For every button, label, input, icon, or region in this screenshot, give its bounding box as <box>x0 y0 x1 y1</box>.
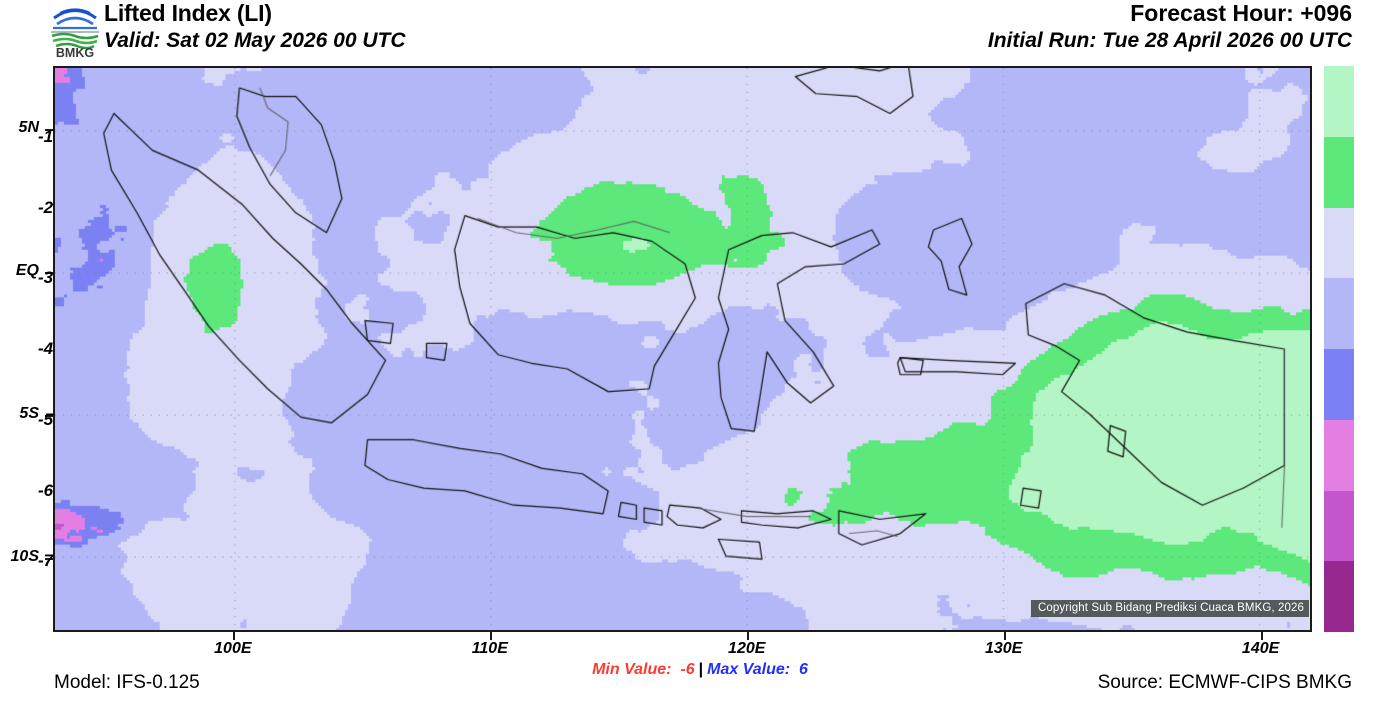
colorbar-band <box>1324 66 1354 137</box>
y-axis-label: 5S <box>19 404 39 422</box>
colorbar-tick-label: -6 <box>38 480 54 500</box>
min-max-values: Min Value: -6 | Max Value: 6 <box>0 661 1400 679</box>
bmkg-logo: BMKG <box>44 1 106 59</box>
colorbar-band <box>1324 136 1354 208</box>
colorbar-band <box>1324 207 1354 279</box>
colorbar-tick-label: -3 <box>38 268 54 288</box>
colorbar-band <box>1324 278 1354 349</box>
colorbar-tick-label: -2 <box>38 197 54 217</box>
min-value-text: Min Value: <box>592 661 672 678</box>
min-value-label: Min Value: -6 <box>592 661 695 678</box>
colorbar-band <box>1324 561 1354 632</box>
initial-run-label: Initial Run: Tue 28 April 2026 00 UTC <box>987 29 1352 52</box>
svg-text:BMKG: BMKG <box>56 46 94 59</box>
copyright-watermark: Copyright Sub Bidang Prediksi Cuaca BMKG… <box>1030 600 1309 617</box>
lifted-index-heatmap <box>55 68 1310 630</box>
colorbar-band <box>1324 349 1354 420</box>
y-axis-tick <box>45 271 53 274</box>
x-axis-label: 110E <box>471 640 508 657</box>
max-value-label: Max Value: 6 <box>707 661 808 678</box>
y-axis-label: 10S <box>10 547 39 565</box>
valid-time-label: Valid: Sat 02 May 2026 00 UTC <box>104 29 406 52</box>
x-axis-tick <box>1260 632 1263 640</box>
forecast-hour-label: Forecast Hour: +096 <box>1130 0 1352 26</box>
max-value-number: 6 <box>799 661 808 678</box>
colorbar-tick-label: -7 <box>38 551 54 571</box>
model-label: Model: IFS-0.125 <box>54 672 200 693</box>
x-axis-label: 140E <box>1241 640 1280 657</box>
x-axis-tick <box>1003 632 1006 640</box>
x-axis-tick <box>232 632 235 640</box>
x-axis-label: 120E <box>728 640 766 657</box>
colorbar-band <box>1324 490 1354 562</box>
colorbar-tick-label: -1 <box>38 126 54 146</box>
min-value-number: -6 <box>680 661 695 678</box>
x-axis-tick <box>746 632 749 640</box>
minmax-separator: | <box>698 661 704 678</box>
source-label: Source: ECMWF-CIPS BMKG <box>1097 672 1352 693</box>
x-axis-label: 130E <box>984 640 1023 657</box>
colorbar <box>1324 66 1354 632</box>
x-axis-label: 100E <box>214 640 252 657</box>
colorbar-band <box>1324 419 1354 491</box>
x-axis-tick <box>489 632 492 640</box>
y-axis-tick <box>45 557 53 560</box>
y-axis-label: 5N <box>18 118 39 136</box>
y-axis-tick <box>45 128 53 131</box>
y-axis-tick <box>45 414 53 417</box>
y-axis-label: EQ <box>15 261 39 279</box>
map-plot-area: Copyright Sub Bidang Prediksi Cuaca BMKG… <box>53 66 1312 632</box>
max-value-text: Max Value: <box>707 661 791 678</box>
header: BMKG Lifted Index (LI) Valid: Sat 02 May… <box>0 0 1400 60</box>
colorbar-tick-label: -4 <box>38 339 54 358</box>
colorbar-tick-label: -5 <box>38 409 54 429</box>
page-title: Lifted Index (LI) <box>104 0 272 26</box>
